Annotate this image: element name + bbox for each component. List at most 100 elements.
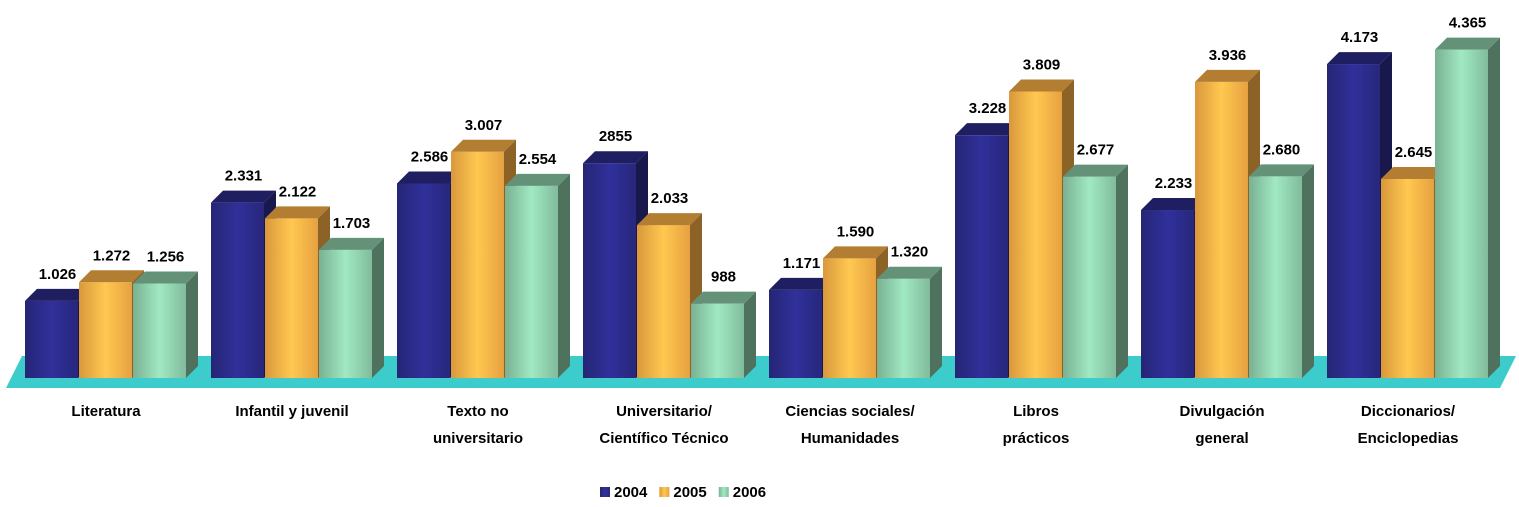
bar-front [1195,81,1248,378]
bar-front [877,278,930,378]
bar-front [1327,64,1380,378]
bar-front [211,202,264,378]
x-tick-label: Libros prácticos [1002,403,1070,447]
bar-top [1063,164,1128,177]
value-label: 4.365 [1449,15,1487,32]
bar [505,173,570,378]
value-label: 1.026 [39,266,77,283]
bar-top [265,206,330,219]
value-label: 2855 [599,128,632,145]
bar [691,291,756,378]
value-label: 2.586 [411,148,449,165]
bar-front [1009,91,1062,378]
value-label: 4.173 [1341,29,1379,46]
value-label: 2.645 [1395,144,1433,161]
bar-top [505,173,570,186]
bar-front [955,135,1008,378]
bar-front [823,258,876,378]
bar-top [823,246,888,259]
bar-front [505,185,558,378]
bar-top [1009,79,1074,92]
bar-front [397,183,450,378]
value-label: 2.677 [1077,142,1115,159]
bar-front [637,225,690,378]
bar-top [211,190,276,203]
bar-top [1435,37,1500,50]
bar-top [1327,52,1392,65]
bar-front [583,163,636,378]
bar-side [1488,37,1500,378]
bar-side [1302,164,1314,378]
value-label: 3.809 [1023,56,1061,73]
x-tick-label: Universitario/ Científico Técnico [599,403,729,447]
bar-front [1435,49,1488,378]
bar-top [877,266,942,279]
value-label: 2.680 [1263,141,1301,158]
bar-front [1141,210,1194,378]
value-label: 3.007 [465,117,503,134]
value-label: 2.033 [651,190,689,207]
bar-side [372,237,384,378]
bar-top [1381,167,1446,180]
value-label: 2.233 [1155,175,1193,192]
bar-side [558,173,570,378]
value-label: 2.122 [279,183,317,200]
bar [1249,164,1314,378]
value-label: 1.256 [147,249,185,266]
value-label: 1.320 [891,244,929,261]
bar-top [637,213,702,226]
value-label: 1.171 [783,255,821,272]
x-tick-label: Literatura [71,403,141,420]
bar-top [133,271,198,284]
bar-side [1116,164,1128,378]
x-tick-label: Divulgación general [1179,403,1265,447]
value-label: 1.590 [837,223,875,240]
value-label: 2.331 [225,168,263,185]
bar-front [79,282,132,378]
bar-front [265,218,318,378]
bar-side [930,266,942,378]
bar [877,266,942,378]
bar-front [1063,176,1116,378]
bar [1435,37,1500,378]
bar-top [691,291,756,304]
x-tick-label: Ciencias sociales/ Humanidades [785,403,915,447]
bar-top [79,270,144,283]
bar-top [769,277,834,290]
legend-label: 2005 [673,484,706,501]
bar-front [25,300,78,378]
bar-top [451,139,516,152]
value-label: 1.272 [93,247,131,264]
x-tick-label: Texto no universitario [432,403,524,447]
value-label: 988 [711,269,736,286]
x-tick-label: Infantil y juvenil [235,403,349,420]
bar-top [583,151,648,164]
value-label: 3.936 [1209,47,1247,64]
bar-top [1141,198,1206,211]
bar-top [25,288,90,301]
bar-front [1381,179,1434,378]
value-label: 3.228 [969,100,1007,117]
legend-swatch [659,487,670,497]
bar-top [1195,69,1260,82]
bar-front [691,303,744,378]
bar-top [955,123,1020,136]
legend-label: 2006 [733,484,766,501]
bar-top [1249,164,1314,177]
legend-label: 2004 [614,484,648,501]
bar-top [319,237,384,250]
bar-side [186,271,198,378]
bar [319,237,384,378]
bar-front [769,289,822,378]
bar-front [133,283,186,378]
bar [1063,164,1128,378]
legend-swatch [718,487,729,497]
bar-front [451,151,504,378]
legend-swatch [600,487,610,497]
x-tick-label: Diccionarios/ Enciclopedias [1357,403,1459,447]
value-label: 1.703 [333,215,371,232]
bar-side [744,291,756,378]
value-label: 2.554 [519,151,557,168]
